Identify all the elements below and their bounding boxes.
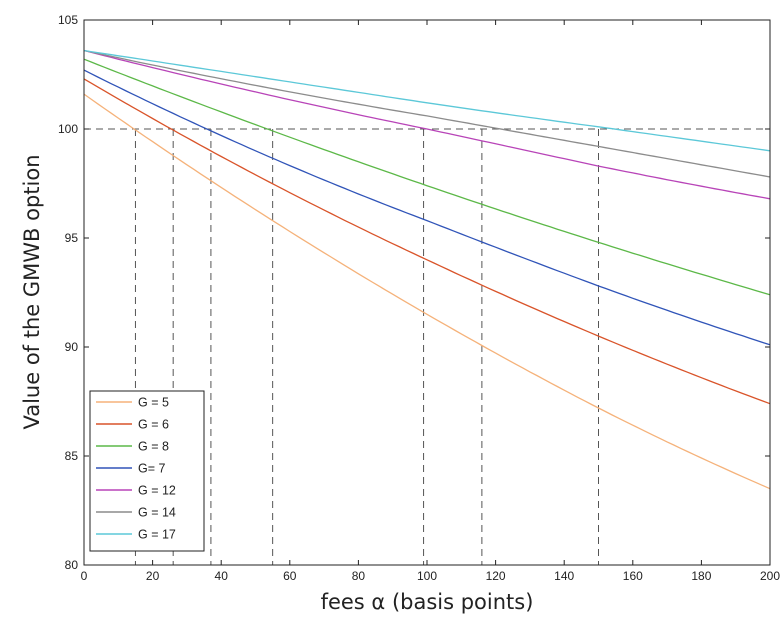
y-tick-label-1: 85 bbox=[65, 449, 79, 463]
legend-box bbox=[89, 390, 205, 552]
y-tick-label-3: 95 bbox=[65, 231, 79, 245]
x-tick-label-5: 100 bbox=[417, 569, 437, 583]
legend-label-5: G = 14 bbox=[138, 506, 176, 520]
legend-label-2: G = 8 bbox=[138, 440, 169, 454]
series-line-1 bbox=[83, 78, 771, 405]
x-axis-title: fees α (basis points) bbox=[321, 590, 534, 614]
x-tick-label-3: 60 bbox=[283, 569, 297, 583]
y-tick-label-5: 105 bbox=[58, 13, 78, 27]
x-tick-label-1: 20 bbox=[146, 569, 160, 583]
y-axis-title: Value of the GMWB option bbox=[20, 154, 44, 429]
series-line-2 bbox=[83, 58, 771, 296]
legend-label-0: G = 5 bbox=[138, 396, 169, 410]
series-line-4 bbox=[83, 49, 771, 200]
x-tick-label-9: 180 bbox=[691, 569, 711, 583]
legend-label-1: G = 6 bbox=[138, 418, 169, 432]
series-line-3 bbox=[83, 69, 771, 346]
legend-label-3: G= 7 bbox=[138, 462, 165, 476]
y-tick-label-0: 80 bbox=[65, 558, 79, 572]
y-tick-label-2: 90 bbox=[65, 340, 79, 354]
y-tick-label-4: 100 bbox=[58, 122, 78, 136]
series-group bbox=[83, 49, 771, 490]
legend-label-4: G = 12 bbox=[138, 484, 176, 498]
x-tick-label-6: 120 bbox=[486, 569, 506, 583]
x-tick-label-8: 160 bbox=[623, 569, 643, 583]
x-tick-label-2: 40 bbox=[215, 569, 229, 583]
series-line-5 bbox=[83, 49, 771, 178]
legend-label-6: G = 17 bbox=[138, 528, 176, 542]
series-line-6 bbox=[83, 49, 771, 152]
legend: G = 5 G = 6 G = 8 G= 7 G = 12 G = 14 G = 17 bbox=[89, 390, 205, 552]
x-tick-label-0: 0 bbox=[81, 569, 88, 583]
series-line-0 bbox=[83, 93, 771, 490]
x-tick-label-10: 200 bbox=[760, 569, 780, 583]
x-tick-label-7: 140 bbox=[554, 569, 574, 583]
x-tick-label-4: 80 bbox=[352, 569, 366, 583]
ticks-group: 0 20 40 60 80 100 120 140 160 180 200 80 85 90 95 100 10… bbox=[58, 13, 780, 583]
